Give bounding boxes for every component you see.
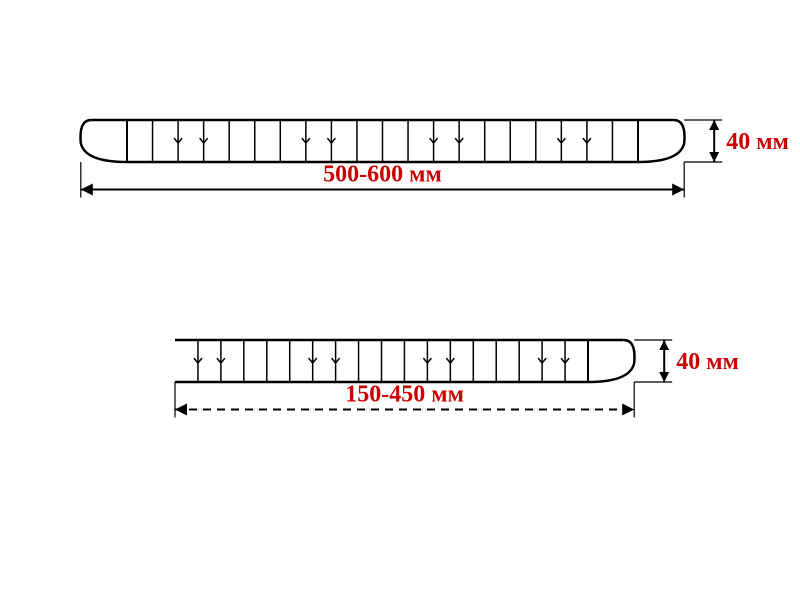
width-dimension-label: 150-450 мм [345,382,464,408]
width-dimension-label: 500-600 мм [323,162,442,188]
height-dimension-label: 40 мм [726,129,789,155]
height-dimension-label: 40 мм [676,349,739,375]
profile-top: 500-600 мм 40 мм [81,120,789,198]
profile-bottom: 150-450 мм 40 мм [175,340,739,418]
